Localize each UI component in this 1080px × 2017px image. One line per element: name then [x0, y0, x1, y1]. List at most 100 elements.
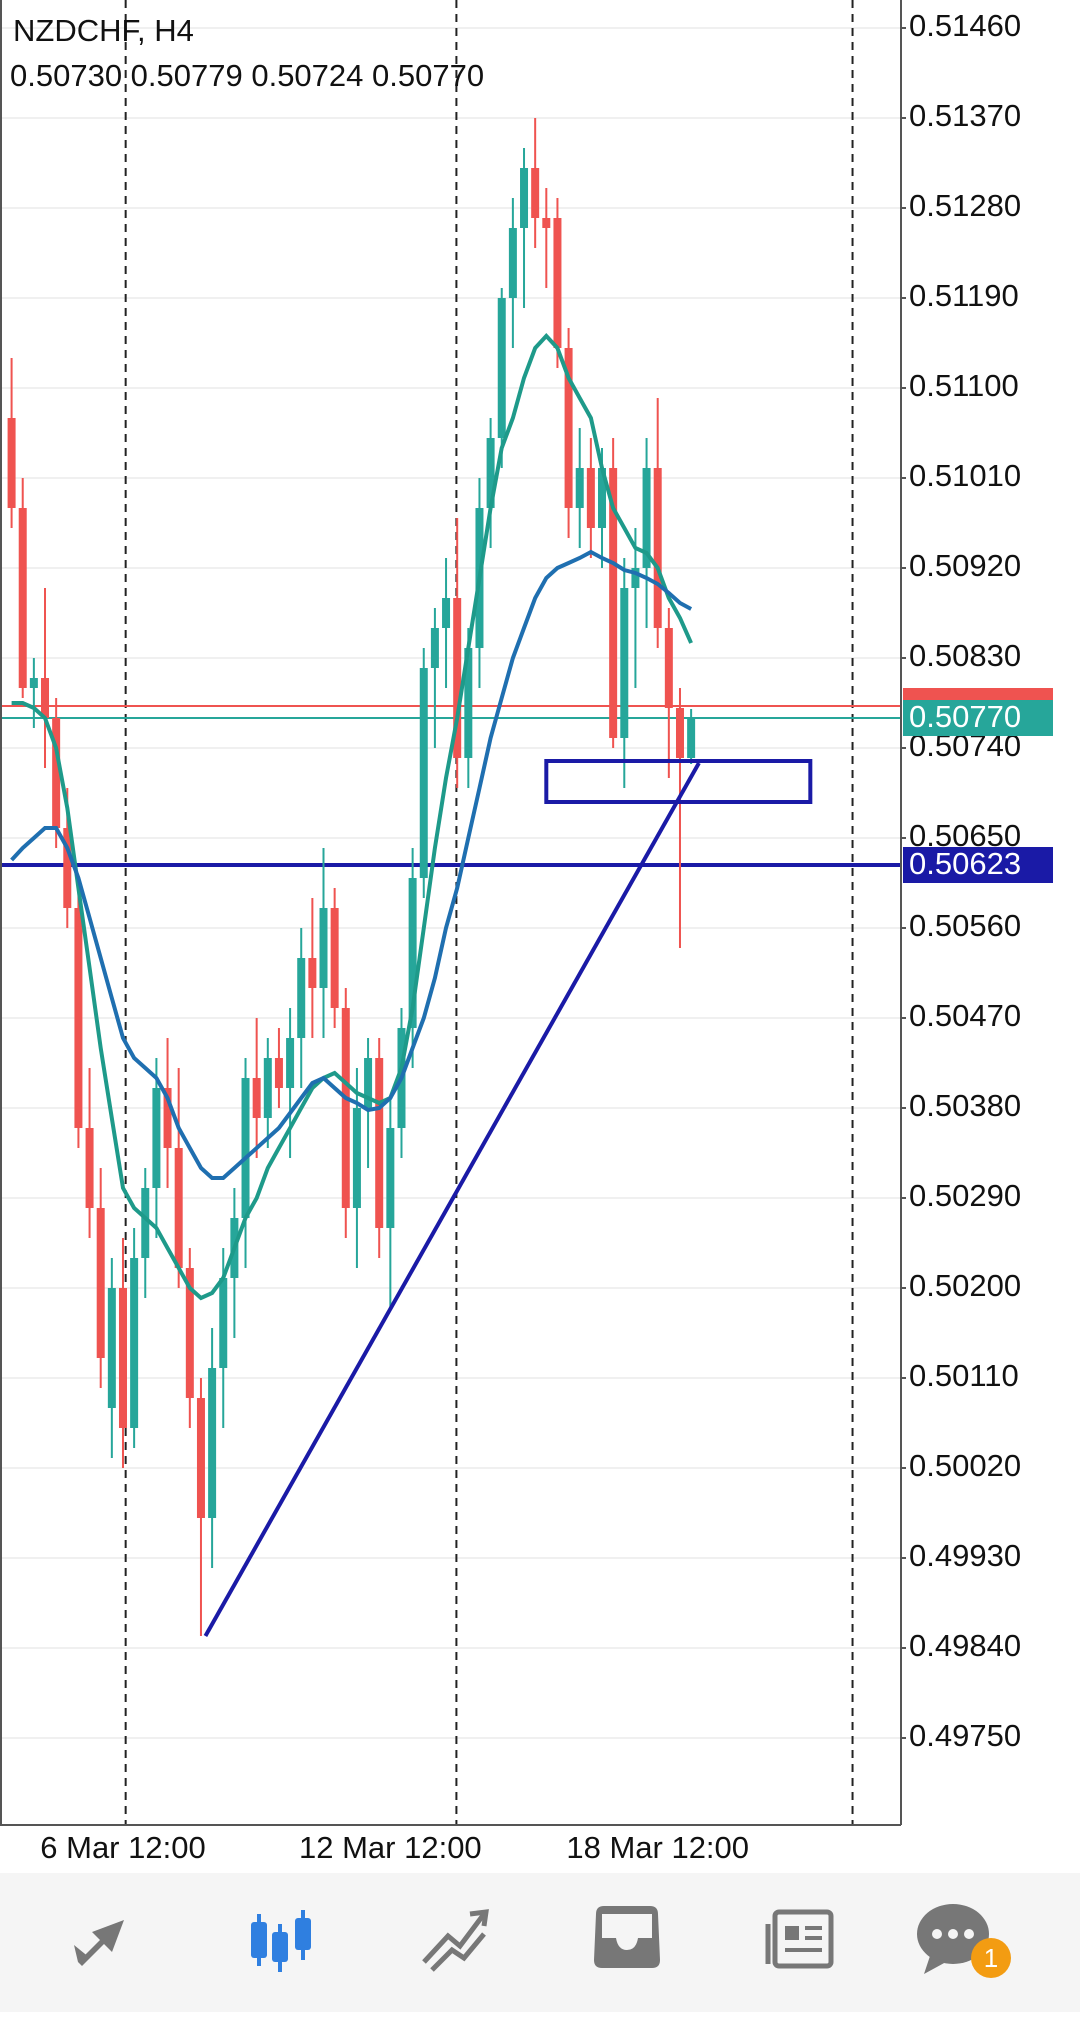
nav-chat[interactable]: 1: [917, 1904, 1011, 1978]
candle-body: [29, 678, 38, 688]
candle-body: [486, 438, 495, 508]
candle-body: [130, 1258, 139, 1428]
candle-body: [664, 628, 673, 708]
candle-body: [286, 1038, 295, 1088]
x-tick-label: 12 Mar 12:00: [299, 1830, 482, 1865]
candle-body: [464, 648, 473, 758]
candle-body: [586, 468, 595, 528]
candle-body: [575, 468, 584, 508]
candle-body: [687, 718, 696, 758]
y-tick-label: 0.49750: [909, 1718, 1021, 1753]
candle-body: [330, 908, 339, 1008]
y-tick-label: 0.51100: [909, 368, 1019, 403]
nav-messages[interactable]: [594, 1906, 660, 1968]
candle-body: [185, 1268, 194, 1398]
y-tick-label: 0.51280: [909, 188, 1021, 223]
price-label-box: [903, 700, 1053, 736]
candle-body: [252, 1078, 261, 1118]
price-label-box: [903, 847, 1053, 883]
candle-body: [297, 958, 306, 1038]
candle-body: [497, 298, 506, 438]
candle-body: [308, 958, 317, 988]
candle-body: [598, 468, 607, 528]
candle-body: [319, 908, 328, 988]
zone-rectangle: [544, 759, 813, 804]
y-tick-label: 0.50110: [909, 1358, 1019, 1393]
candle-body: [364, 1058, 373, 1108]
candle-body: [85, 1128, 94, 1208]
candle-body: [675, 708, 684, 758]
plot-area: [0, 0, 900, 1824]
badge: [971, 1938, 1011, 1978]
trendline: [203, 762, 701, 1637]
candle-body: [141, 1188, 150, 1258]
candle-body: [419, 668, 428, 878]
candle-body: [609, 468, 618, 738]
badge-count: 1: [984, 1943, 998, 1973]
y-tick-label: 0.49930: [909, 1538, 1021, 1573]
y-tick-label: 0.50560: [909, 908, 1021, 943]
candle-body: [241, 1078, 250, 1218]
y-tick-label: 0.51190: [909, 278, 1019, 313]
candle-body: [96, 1208, 105, 1358]
candle-body: [375, 1058, 384, 1228]
candle-body: [542, 218, 551, 228]
x-tick-label: 6 Mar 12:00: [40, 1830, 205, 1865]
candle-body: [430, 628, 439, 668]
candle-body: [208, 1368, 217, 1518]
candle-body: [341, 1008, 350, 1208]
y-tick-label: 0.49840: [909, 1628, 1021, 1663]
candle-body: [118, 1288, 127, 1428]
ohlc-info: 0.50730 0.50779 0.50724 0.50770: [10, 58, 484, 93]
candle-body: [386, 1128, 395, 1228]
chart-title: NZDCHF, H4: [13, 13, 194, 48]
candle-body: [163, 1088, 172, 1148]
price-label: 0.50623: [909, 846, 1021, 881]
y-tick-label: 0.51370: [909, 98, 1021, 133]
candle-body: [7, 418, 16, 508]
candle-body: [408, 878, 417, 1028]
y-tick-label: 0.50830: [909, 638, 1021, 673]
candle-body: [564, 348, 573, 508]
candle-body: [18, 508, 27, 688]
nav-trade[interactable]: [74, 1920, 124, 1966]
y-tick-label: 0.50020: [909, 1448, 1021, 1483]
y-tick-label: 0.50380: [909, 1088, 1021, 1123]
candle-body: [196, 1398, 205, 1518]
candle-body: [352, 1108, 361, 1208]
candle-body: [63, 828, 72, 908]
candle-body: [74, 908, 83, 1128]
x-tick-label: 18 Mar 12:00: [566, 1830, 749, 1865]
candle-body: [152, 1088, 161, 1188]
candle-body: [620, 588, 629, 738]
y-tick-label: 0.50920: [909, 548, 1021, 583]
nav-news[interactable]: [765, 1909, 834, 1969]
candle-body: [174, 1148, 183, 1268]
candle-body: [107, 1288, 116, 1408]
nav-background: [0, 1873, 1080, 2012]
candle-body: [520, 168, 529, 228]
candle-body: [508, 228, 517, 298]
candle-body: [531, 168, 540, 218]
candle-body: [41, 678, 50, 718]
candle-body: [263, 1058, 272, 1118]
y-tick-label: 0.50200: [909, 1268, 1021, 1303]
bottom-nav: 1: [0, 1873, 1080, 2012]
y-tick-label: 0.50290: [909, 1178, 1021, 1213]
price-label: 0.50770: [909, 699, 1021, 734]
candle-body: [274, 1058, 283, 1088]
nav-charts[interactable]: [251, 1910, 311, 1972]
y-tick-label: 0.51460: [909, 8, 1021, 43]
nav-trade-history[interactable]: [422, 1909, 489, 1972]
candle-body: [453, 598, 462, 758]
candle-body: [442, 598, 451, 628]
y-tick-label: 0.51010: [909, 458, 1021, 493]
candle-body: [219, 1278, 228, 1368]
candle-body: [553, 218, 562, 348]
ma-line: [10, 549, 693, 1180]
ma-line: [11, 333, 693, 1301]
candle-body: [642, 468, 651, 568]
candle-body: [631, 568, 640, 588]
